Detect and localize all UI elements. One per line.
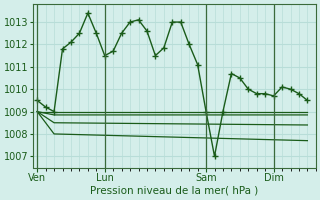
- X-axis label: Pression niveau de la mer( hPa ): Pression niveau de la mer( hPa ): [90, 186, 259, 196]
